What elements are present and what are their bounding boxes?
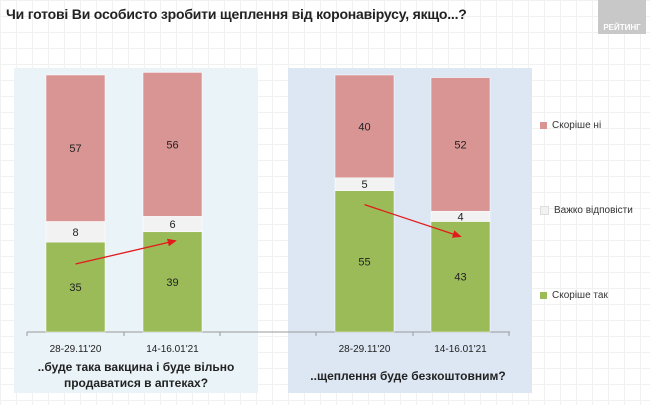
legend-swatch xyxy=(540,292,547,299)
data-label: 39 xyxy=(166,277,178,289)
data-label: 35 xyxy=(69,282,81,294)
legend-swatch xyxy=(540,206,549,215)
legend-item: Важко відповісти xyxy=(540,205,633,216)
data-label: 40 xyxy=(358,121,370,133)
data-label: 57 xyxy=(69,143,81,155)
category-label: 28-29.11'20 xyxy=(339,344,391,355)
bar-segment xyxy=(334,74,395,179)
legend-item: Скоріше так xyxy=(540,290,608,301)
category-label: 14-16.01'21 xyxy=(146,344,199,355)
data-label: 55 xyxy=(358,256,370,268)
group-label: ..щеплення буде безкоштовним? xyxy=(310,369,505,383)
trend-arrow xyxy=(364,204,462,238)
bar-segment xyxy=(45,241,106,333)
data-label: 8 xyxy=(72,227,78,239)
category-label: 14-16.01'21 xyxy=(434,344,487,355)
panel-2 xyxy=(288,68,532,393)
bar-segment xyxy=(334,190,395,333)
data-label: 43 xyxy=(454,272,466,284)
group-label: ..буде така вакцина і буде вільно xyxy=(38,360,235,374)
bar-segment xyxy=(45,74,106,222)
category-label: 28-29.11'20 xyxy=(50,344,102,355)
bar-segment xyxy=(142,72,203,217)
trend-arrow xyxy=(75,238,177,265)
bar-segment xyxy=(430,221,491,333)
data-label: 5 xyxy=(361,179,367,191)
data-label: 56 xyxy=(166,139,178,151)
bar-segment xyxy=(430,77,491,212)
data-label: 4 xyxy=(457,211,463,223)
legend-item: Скоріше ні xyxy=(540,120,601,131)
legend-label: Важко відповісти xyxy=(554,205,633,216)
group-label: продаватися в аптеках? xyxy=(64,376,208,390)
legend-label: Скоріше так xyxy=(552,290,608,301)
chart-title: Чи готові Ви особисто зробити щеплення в… xyxy=(6,6,467,22)
logo: РЕЙТИНГ xyxy=(598,0,646,34)
data-label: 52 xyxy=(454,139,466,151)
legend-label: Скоріше ні xyxy=(552,120,602,131)
data-label: 6 xyxy=(169,219,175,231)
legend-swatch xyxy=(540,122,547,129)
